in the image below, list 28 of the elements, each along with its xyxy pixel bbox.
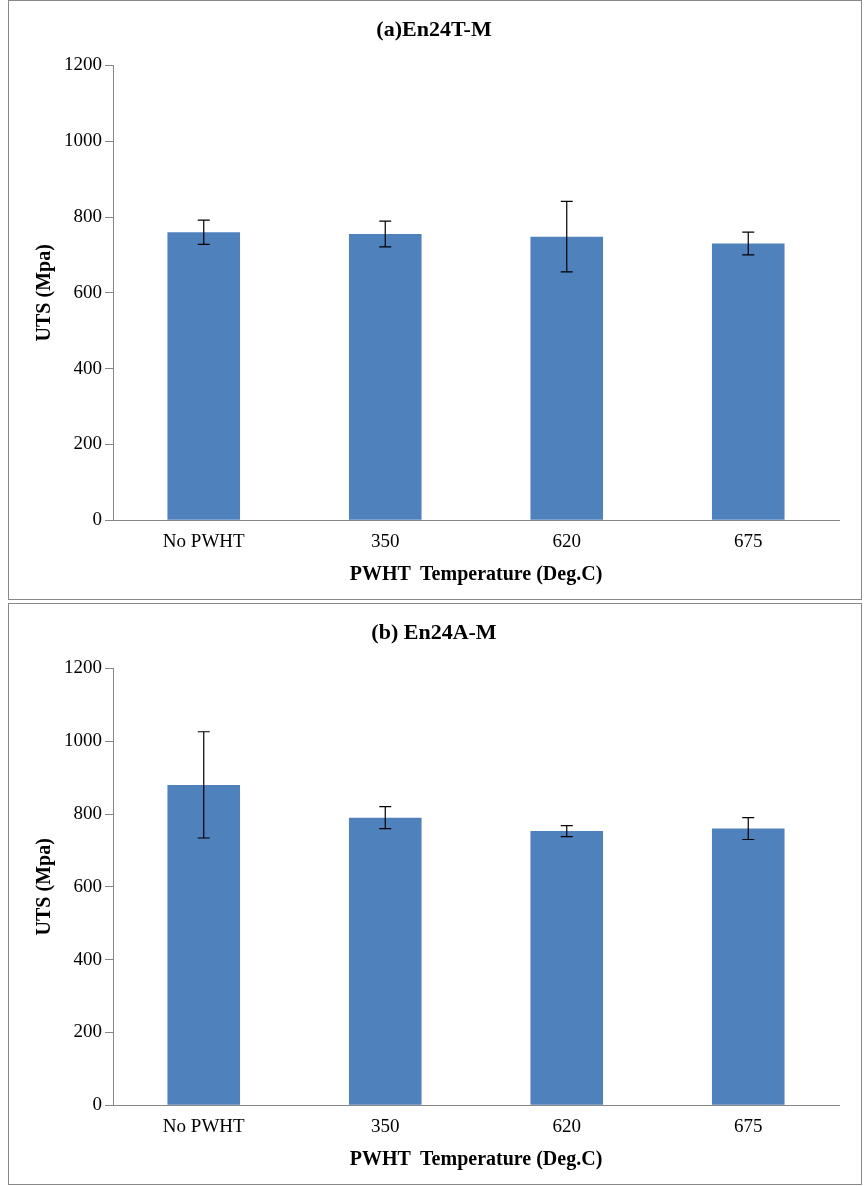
y-tick-label: 400 (73, 947, 102, 969)
y-tick-label: 200 (73, 1020, 102, 1042)
x-tick-label: No PWHT (162, 529, 246, 551)
x-tick-label: No PWHT (162, 1114, 246, 1136)
y-tick-label: 0 (92, 508, 102, 530)
y-tick-label: 1200 (64, 53, 102, 75)
x-tick-label: 620 (552, 1114, 581, 1136)
y-tick-label: 800 (73, 204, 102, 226)
x-axis-title: PWHT Temperature (Deg.C) (349, 1147, 603, 1171)
x-tick-label: 675 (734, 1114, 763, 1136)
y-tick-label: 1000 (64, 729, 102, 751)
y-tick-label: 1000 (64, 129, 102, 151)
y-tick-label: 800 (73, 801, 102, 823)
y-tick-label: 600 (73, 874, 102, 896)
y-tick-label: 400 (73, 356, 102, 378)
y-tick-label: 200 (73, 432, 102, 454)
x-tick-label: 620 (552, 529, 581, 551)
y-tick-label: 0 (92, 1093, 102, 1115)
x-tick-label: 350 (371, 529, 400, 551)
chart-title: (b) En24A-M (371, 618, 497, 644)
x-tick-label: 350 (371, 1114, 400, 1136)
x-axis-title: PWHT Temperature (Deg.C) (349, 562, 603, 586)
y-axis-title: UTS (Mpa) (32, 838, 56, 936)
chart-title: (a)En24T-M (376, 15, 492, 41)
y-axis-title: UTS (Mpa) (32, 244, 56, 342)
x-tick-label: 675 (734, 529, 763, 551)
y-tick-label: 1200 (64, 656, 102, 678)
y-tick-label: 600 (73, 280, 102, 302)
